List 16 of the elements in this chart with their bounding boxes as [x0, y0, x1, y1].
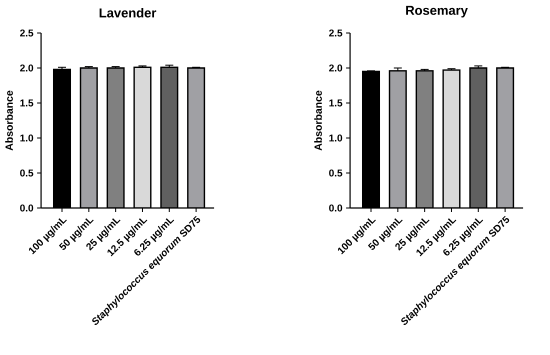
y-tick-label: 1.5 [20, 100, 34, 106]
y-tick-label: 1.5 [329, 100, 342, 106]
chart-title: Rosemary [406, 6, 468, 18]
y-axis-title: Absorbance [314, 90, 322, 150]
y-tick-label: 0.5 [20, 169, 34, 177]
y-tick-label: 0.5 [329, 169, 342, 177]
chart-title: Lavender [100, 8, 156, 18]
y-tick-label: 2.0 [20, 64, 34, 72]
y-axis-title: Absorbance [5, 90, 13, 150]
y-tick-label: 2.5 [329, 29, 342, 37]
y-tick-label: 2.0 [329, 64, 342, 72]
y-tick-label: 2.5 [20, 29, 34, 37]
y-tick-label: 1.0 [20, 134, 34, 142]
y-tick-label: 1.0 [329, 134, 342, 142]
y-tick-label: 0.0 [20, 204, 34, 212]
y-tick-label: 0.0 [329, 204, 342, 212]
